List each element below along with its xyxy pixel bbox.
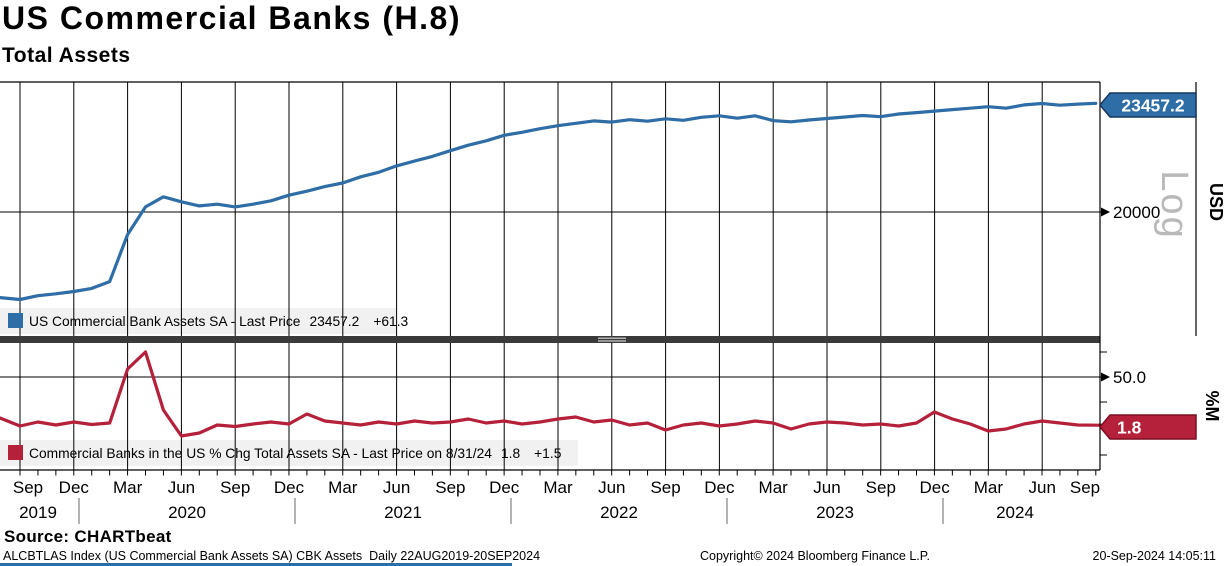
month-label: Dec [704, 478, 735, 497]
year-label: 2021 [384, 503, 422, 522]
y-tick-20000: 20000 [1086, 203, 1160, 222]
bottom-legend-price: 1.8 [501, 446, 521, 461]
page-title: US Commercial Banks (H.8) [2, 0, 461, 36]
top-legend-bg [0, 308, 396, 334]
month-label: Mar [328, 478, 358, 497]
last-price-tag-assets-value: 23457.2 [1121, 96, 1185, 116]
footer-ticker-info: ALCBTLAS Index (US Commercial Bank Asset… [3, 549, 541, 563]
bottom-accent-bar [0, 563, 512, 566]
x-axis-labels: Sep Dec Mar Jun Sep Dec Mar Jun Sep Dec Mar Jun Sep D… [13, 478, 1100, 524]
month-label: Sep [866, 478, 896, 497]
last-price-tag-assets: 23457.2 [1099, 92, 1197, 118]
year-label: 2019 [19, 503, 57, 522]
top-legend[interactable]: US Commercial Bank Assets SA - Last Pric… [8, 313, 409, 329]
bottom-legend-label: Commercial Banks in the US % Chg Total A… [29, 446, 492, 461]
month-label: Jun [598, 478, 625, 497]
bottom-legend-text: Commercial Banks in the US % Chg Total A… [29, 446, 562, 461]
footer-copyright: Copyright© 2024 Bloomberg Finance L.P. [700, 549, 930, 563]
pct-unit-label: %M [1202, 391, 1222, 422]
year-label: 2024 [996, 503, 1034, 522]
top-legend-change: +61.3 [373, 314, 408, 329]
axis-ticks [19, 351, 1107, 476]
month-label: Mar [759, 478, 789, 497]
month-label: Sep [1070, 478, 1100, 497]
last-price-tag-pctchg-value: 1.8 [1117, 418, 1142, 438]
month-label: Dec [274, 478, 305, 497]
top-legend-label: US Commercial Bank Assets SA - Last Pric… [29, 314, 301, 329]
month-label: Dec [59, 478, 90, 497]
page-subtitle: Total Assets [2, 44, 131, 67]
assets-line [0, 101, 1098, 302]
month-label: Mar [113, 478, 143, 497]
month-label: Mar [974, 478, 1004, 497]
month-label: Mar [543, 478, 573, 497]
gridlines [0, 82, 1100, 470]
y-tick-label-top: 20000 [1113, 203, 1160, 222]
month-label: Jun [813, 478, 840, 497]
source-label: Source: CHARTbeat [4, 527, 172, 546]
y-tick-50: 50.0 [1086, 368, 1146, 387]
bottom-legend[interactable]: Commercial Banks in the US % Chg Total A… [8, 445, 562, 461]
pct-chg-line [0, 350, 1116, 438]
last-price-tag-pctchg: 1.8 [1099, 414, 1197, 440]
month-label: Jun [1028, 478, 1055, 497]
series-lines [0, 101, 1116, 438]
month-label: Sep [13, 478, 43, 497]
month-label: Sep [220, 478, 250, 497]
month-label: Jun [168, 478, 195, 497]
month-label: Sep [650, 478, 680, 497]
footer-timestamp: 20-Sep-2024 14:05:11 [1092, 549, 1216, 563]
month-label: Dec [489, 478, 520, 497]
month-label: Jun [383, 478, 410, 497]
chart-canvas[interactable]: 20000 50.0 Log USD %M 23457.2 1.8 US Com… [0, 75, 1224, 526]
bottom-legend-change: +1.5 [534, 446, 562, 461]
top-legend-swatch [8, 313, 23, 328]
year-label: 2020 [168, 503, 206, 522]
panel-resize-handle[interactable] [0, 336, 1100, 343]
year-label: 2022 [600, 503, 638, 522]
month-label: Dec [919, 478, 950, 497]
year-label: 2023 [816, 503, 854, 522]
top-legend-price: 23457.2 [309, 314, 359, 329]
bottom-legend-swatch [8, 445, 23, 460]
log-scale-watermark: Log [1153, 170, 1195, 239]
usd-unit-label: USD [1206, 183, 1224, 221]
y-tick-label-bottom: 50.0 [1113, 368, 1146, 387]
top-legend-text: US Commercial Bank Assets SA - Last Pric… [29, 314, 409, 329]
month-label: Sep [435, 478, 465, 497]
